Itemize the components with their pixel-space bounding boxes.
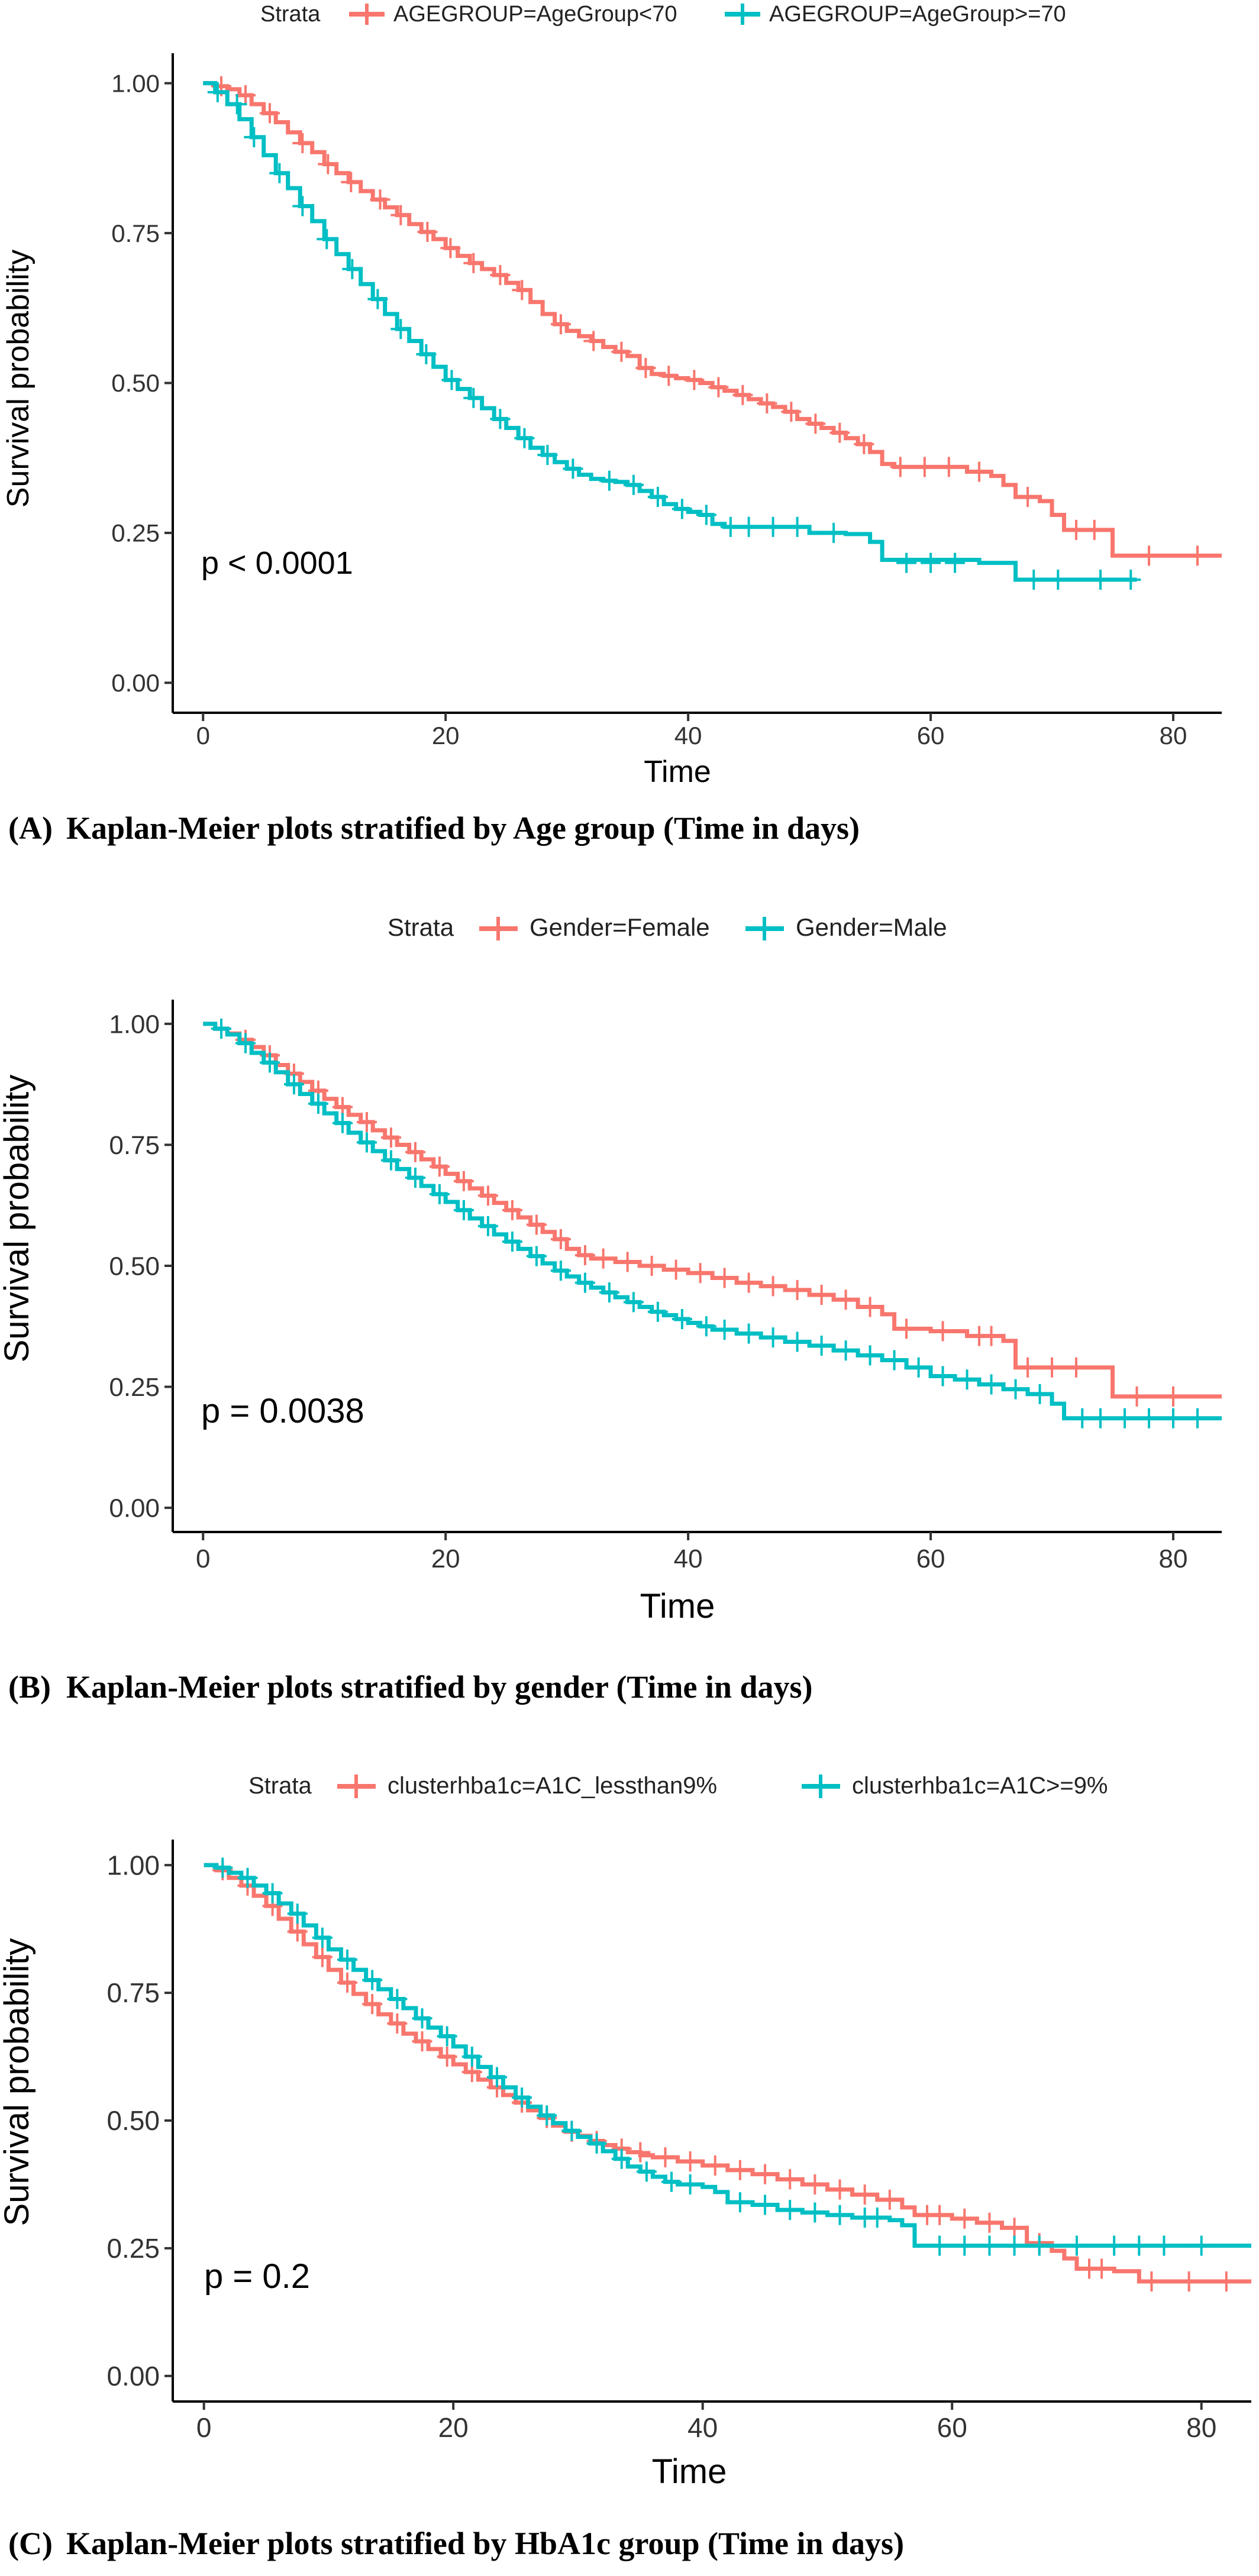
p-value-annotation: p < 0.0001 (201, 545, 353, 581)
legend: Strata AGEGROUP=AgeGroup<70 AGEGROUP=Age… (260, 2, 1066, 27)
survival-curve-series-2 (203, 1022, 1222, 1421)
legend-label-series-2: AGEGROUP=AgeGroup>=70 (769, 2, 1066, 27)
survival-curve-series-1 (203, 81, 1222, 558)
x-tick-label: 80 (1159, 1544, 1188, 1573)
p-value-annotation: p = 0.2 (204, 2257, 310, 2296)
x-tick-label: 40 (674, 1544, 703, 1573)
caption-text: Kaplan-Meier plots stratified by HbA1c g… (66, 2526, 904, 2561)
x-tick-label: 40 (687, 2412, 718, 2443)
y-tick-label: 0.75 (106, 1977, 160, 2008)
legend-label-series-2: clusterhba1c=A1C>=9% (852, 1773, 1108, 1799)
y-tick-label: 1.00 (106, 1850, 160, 1880)
x-tick-label: 0 (196, 1544, 210, 1573)
x-tick-label: 60 (916, 1544, 945, 1573)
caption-text: Kaplan-Meier plots stratified by Age gro… (66, 810, 860, 846)
x-axis-label: Time (652, 2452, 727, 2491)
y-tick-label: 0.00 (109, 1494, 160, 1523)
y-tick-label: 1.00 (109, 1010, 160, 1039)
y-tick-label: 0.25 (106, 2233, 160, 2264)
legend: Strata clusterhba1c=A1C_lessthan9% clust… (248, 1773, 1108, 1799)
y-tick-label: 0.25 (111, 519, 160, 547)
x-tick-label: 60 (917, 722, 945, 749)
x-axis-label: Time (644, 755, 711, 789)
legend-title: Strata (388, 913, 454, 941)
y-tick-label: 0.75 (109, 1131, 160, 1160)
y-axis-label: Survival probability (0, 1938, 36, 2226)
legend-label-series-1: clusterhba1c=A1C_lessthan9% (388, 1773, 717, 1799)
caption-letter: (A) (8, 810, 53, 846)
x-tick-label: 20 (432, 722, 460, 749)
y-tick-label: 0.00 (111, 669, 160, 697)
panel-hba1c-group: Strata clusterhba1c=A1C_lessthan9% clust… (0, 1773, 1251, 2561)
legend-title: Strata (260, 2, 321, 27)
legend-label-series-1: Gender=Female (530, 913, 710, 941)
y-tick-label: 1.00 (111, 69, 160, 97)
panel-gender: Strata Gender=Female Gender=Male Surviva… (0, 913, 1222, 1705)
p-value-annotation: p = 0.0038 (201, 1392, 364, 1430)
x-tick-label: 80 (1186, 2412, 1216, 2443)
y-tick-label: 0.50 (111, 369, 160, 397)
x-axis-label: Time (640, 1587, 715, 1625)
caption-letter: (B) (8, 1669, 51, 1705)
y-tick-label: 0.25 (109, 1373, 160, 1402)
y-axis-label: Survival probability (1, 250, 35, 508)
panel-age-group: Strata AGEGROUP=AgeGroup<70 AGEGROUP=Age… (1, 2, 1222, 846)
x-tick-label: 20 (431, 1544, 460, 1573)
x-tick-label: 20 (438, 2412, 469, 2443)
y-axis-label: Survival probability (0, 1075, 36, 1363)
y-tick-label: 0.50 (106, 2105, 160, 2136)
legend-label-series-1: AGEGROUP=AgeGroup<70 (393, 2, 677, 27)
legend-title: Strata (248, 1773, 312, 1799)
y-tick-label: 0.00 (106, 2361, 160, 2391)
legend-label-series-2: Gender=Male (796, 913, 947, 941)
caption-text: Kaplan-Meier plots stratified by gender … (66, 1669, 813, 1705)
x-tick-label: 0 (196, 722, 210, 749)
y-tick-label: 0.50 (109, 1252, 160, 1281)
x-tick-label: 40 (674, 722, 702, 749)
legend: Strata Gender=Female Gender=Male (388, 913, 947, 941)
y-tick-label: 0.75 (111, 219, 160, 247)
x-tick-label: 60 (937, 2412, 967, 2443)
x-tick-label: 80 (1160, 722, 1187, 749)
caption-letter: (C) (8, 2526, 53, 2561)
x-tick-label: 0 (196, 2412, 212, 2443)
